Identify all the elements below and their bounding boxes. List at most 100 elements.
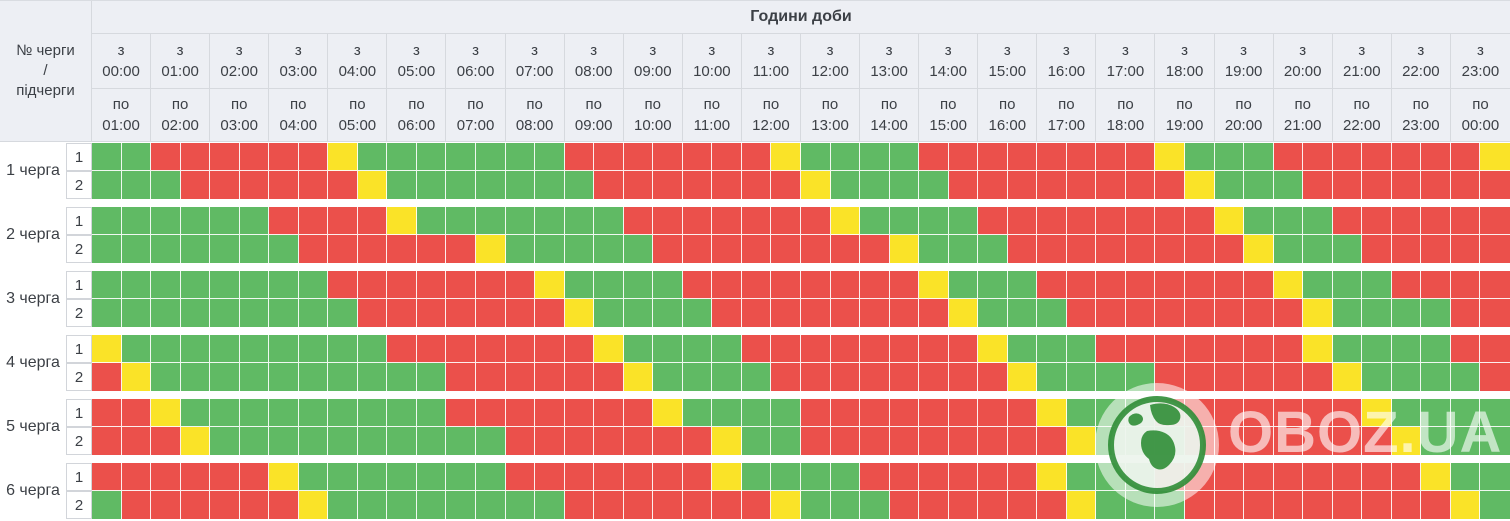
schedule-cell: [1096, 399, 1126, 427]
schedule-cell: [416, 271, 447, 299]
schedule-cell: [860, 299, 890, 327]
schedule-cell: [800, 171, 831, 199]
schedule-cell: [1450, 299, 1481, 327]
schedule-cell: [860, 335, 890, 363]
schedule-cell: [653, 271, 683, 299]
hour-from-cell: з 05:00: [387, 34, 447, 89]
schedule-cell: [594, 171, 624, 199]
hour-from-cell: з 10:00: [682, 34, 742, 89]
schedule-cell: [771, 363, 801, 391]
schedule-cell: [416, 399, 447, 427]
schedule-cell: [151, 235, 181, 263]
schedule-cell: [1273, 271, 1304, 299]
schedule-cell: [860, 207, 890, 235]
schedule-cell: [1125, 363, 1156, 391]
schedule-cell: [535, 207, 565, 235]
schedule-cell: [476, 207, 506, 235]
schedule-cell: [121, 299, 152, 327]
schedule-cell: [919, 399, 949, 427]
schedule-cell: [121, 491, 152, 519]
schedule-cell: [1480, 363, 1510, 391]
hour-from-cell: з 19:00: [1214, 34, 1274, 89]
schedule-cell: [269, 427, 299, 455]
schedule-cell: [830, 271, 861, 299]
queue-row-group: 4 черга 1 2: [0, 335, 1510, 391]
schedule-cell: [1480, 399, 1510, 427]
schedule-cell: [800, 271, 831, 299]
schedule-cell: [1391, 143, 1422, 171]
schedule-cell: [1125, 335, 1156, 363]
schedule-cell: [653, 427, 683, 455]
schedule-cell: [239, 491, 270, 519]
schedule-cell: [1125, 271, 1156, 299]
subqueue-number: 1: [66, 143, 92, 171]
schedule-cell: [446, 335, 477, 363]
schedule-cell: [416, 143, 447, 171]
schedule-cell: [446, 207, 477, 235]
schedule-cell: [1096, 207, 1126, 235]
schedule-cell: [121, 427, 152, 455]
schedule-cell: [1066, 235, 1097, 263]
hour-to-cell: по 12:00: [741, 89, 801, 142]
schedule-cell: [92, 235, 122, 263]
schedule-cell: [505, 271, 536, 299]
schedule-cell: [535, 427, 565, 455]
schedule-cell: [830, 171, 861, 199]
schedule-cell: [1362, 171, 1392, 199]
schedule-cell: [476, 271, 506, 299]
schedule-cell: [446, 491, 477, 519]
schedule-cell: [446, 271, 477, 299]
corner-line-1: № черги: [16, 41, 75, 59]
schedule-cell: [860, 399, 890, 427]
hour-to-cell: по 07:00: [446, 89, 506, 142]
schedule-cell: [948, 271, 979, 299]
schedule-cell: [1332, 335, 1363, 363]
queue-label: 1 черга: [0, 143, 66, 199]
schedule-cell: [1066, 399, 1097, 427]
hour-to-cell: по 00:00: [1450, 89, 1510, 142]
schedule-cell: [948, 427, 979, 455]
schedule-cell: [1421, 427, 1451, 455]
schedule-cell: [919, 299, 949, 327]
hour-to-cell: по 13:00: [800, 89, 861, 142]
schedule-cell: [298, 207, 329, 235]
queue-row-group: 5 черга 1 2: [0, 399, 1510, 455]
schedule-cell: [653, 207, 683, 235]
schedule-cell: [357, 207, 388, 235]
schedule-cell: [505, 143, 536, 171]
schedule-cell: [151, 335, 181, 363]
schedule-cell: [860, 427, 890, 455]
hour-to-cell: по 19:00: [1155, 89, 1215, 142]
schedule-cell: [151, 399, 181, 427]
schedule-body: 1 черга 1 2 2 черга 1 2 3 черга 1 2 4 черга 1 2 5 че…: [0, 143, 1510, 519]
schedule-cell: [978, 335, 1008, 363]
schedule-cell: [298, 399, 329, 427]
hours-from-row: з 00:00 з 01:00 з 02:00 з 03:00 з 04:00 з 05:00 з 06:…: [92, 34, 1510, 89]
subqueue-number: 1: [66, 207, 92, 235]
schedule-cell: [1303, 491, 1333, 519]
hour-from-cell: з 23:00: [1450, 34, 1510, 89]
corner-line-2: /: [43, 61, 48, 79]
schedule-cell: [594, 335, 624, 363]
schedule-cell: [92, 207, 122, 235]
schedule-cell: [446, 143, 477, 171]
schedule-cell: [1185, 335, 1215, 363]
schedule-cell: [505, 207, 536, 235]
schedule-cell: [653, 463, 683, 491]
schedule-cell: [623, 271, 654, 299]
schedule-cell: [594, 363, 624, 391]
schedule-cell: [1066, 299, 1097, 327]
schedule-cell: [1450, 427, 1481, 455]
schedule-cell: [1037, 143, 1067, 171]
schedule-cell: [1480, 235, 1510, 263]
schedule-cell: [564, 491, 595, 519]
schedule-cell: [357, 235, 388, 263]
schedule-cell: [1303, 427, 1333, 455]
schedule-cell: [623, 299, 654, 327]
schedule-cell: [1332, 271, 1363, 299]
schedule-cell: [682, 207, 713, 235]
schedule-cell: [180, 463, 211, 491]
schedule-cell: [594, 491, 624, 519]
schedule-cell: [741, 207, 772, 235]
